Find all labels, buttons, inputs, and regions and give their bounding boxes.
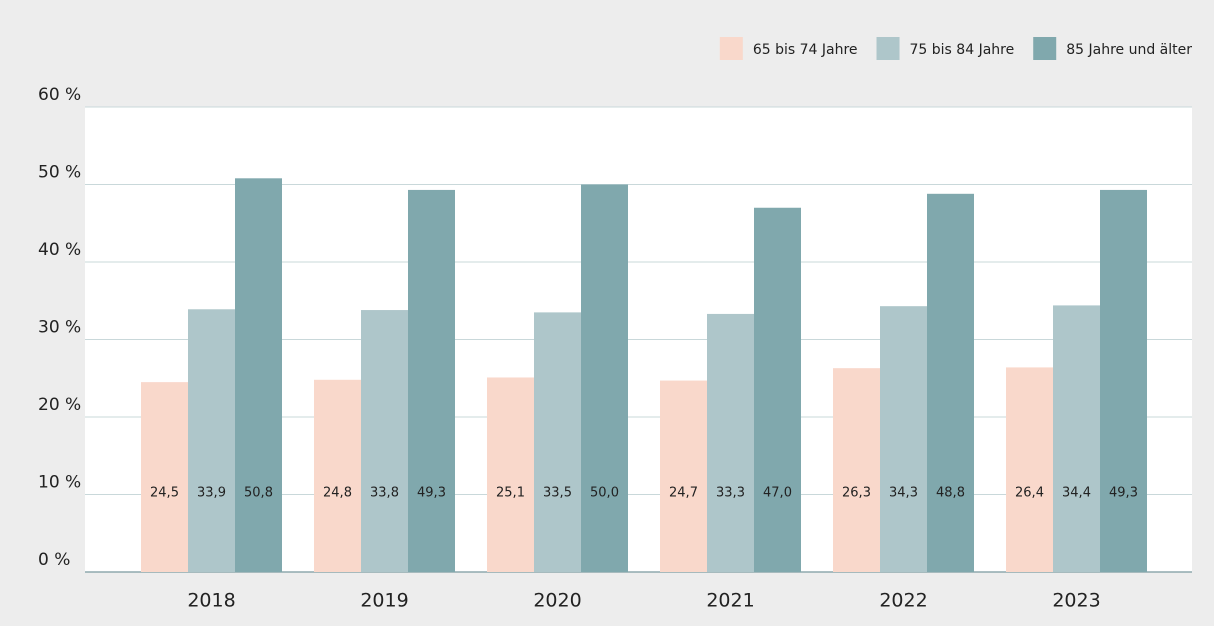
x-tick-label: 2023 bbox=[1052, 590, 1100, 612]
bar bbox=[707, 313, 754, 572]
y-tick-label: 20 % bbox=[38, 395, 81, 415]
value-label: 34,4 bbox=[1062, 486, 1091, 501]
y-tick-label: 10 % bbox=[38, 473, 81, 493]
legend-swatch bbox=[719, 37, 743, 60]
bar bbox=[141, 382, 188, 572]
y-tick-label: 50 % bbox=[38, 163, 81, 183]
value-label: 25,1 bbox=[496, 486, 525, 501]
bar bbox=[1006, 367, 1053, 572]
legend-label: 85 Jahre und älter bbox=[1066, 42, 1192, 58]
bar bbox=[660, 380, 707, 572]
bar bbox=[581, 184, 628, 572]
legend-swatch bbox=[876, 37, 900, 60]
y-tick-label: 0 % bbox=[38, 550, 70, 570]
value-label: 33,8 bbox=[370, 486, 399, 501]
value-label: 48,8 bbox=[936, 486, 965, 501]
legend-swatch bbox=[1033, 37, 1057, 60]
x-tick-label: 2020 bbox=[533, 590, 581, 612]
bar bbox=[1053, 305, 1100, 572]
value-label: 33,3 bbox=[716, 486, 745, 501]
bar bbox=[235, 178, 282, 573]
bar bbox=[361, 310, 408, 572]
bar bbox=[754, 207, 801, 572]
value-label: 24,5 bbox=[150, 486, 179, 501]
bar bbox=[408, 189, 455, 573]
value-label: 26,4 bbox=[1015, 486, 1044, 501]
bar bbox=[1100, 189, 1147, 573]
value-label: 49,3 bbox=[1109, 486, 1138, 501]
y-tick-label: 60 % bbox=[38, 85, 81, 105]
x-tick-label: 2018 bbox=[187, 590, 235, 612]
y-tick-label: 30 % bbox=[38, 318, 81, 338]
legend-label: 65 bis 74 Jahre bbox=[753, 42, 858, 58]
y-tick-label: 40 % bbox=[38, 240, 81, 260]
value-label: 24,8 bbox=[323, 486, 352, 501]
bar bbox=[880, 306, 927, 572]
value-label: 33,9 bbox=[197, 486, 226, 501]
bar bbox=[314, 379, 361, 572]
bar bbox=[833, 368, 880, 572]
value-label: 49,3 bbox=[417, 486, 446, 501]
value-label: 50,0 bbox=[590, 486, 619, 501]
value-label: 24,7 bbox=[669, 486, 698, 501]
bar bbox=[534, 312, 581, 572]
value-label: 26,3 bbox=[842, 486, 871, 501]
bar bbox=[487, 377, 534, 572]
bar bbox=[188, 309, 235, 572]
x-tick-label: 2021 bbox=[706, 590, 754, 612]
x-tick-label: 2019 bbox=[360, 590, 408, 612]
value-label: 33,5 bbox=[543, 486, 572, 501]
value-label: 50,8 bbox=[244, 486, 273, 501]
value-label: 34,3 bbox=[889, 486, 918, 501]
x-tick-label: 2022 bbox=[879, 590, 927, 612]
bar bbox=[927, 193, 974, 573]
value-label: 47,0 bbox=[763, 486, 792, 501]
legend-label: 75 bis 84 Jahre bbox=[910, 42, 1015, 58]
